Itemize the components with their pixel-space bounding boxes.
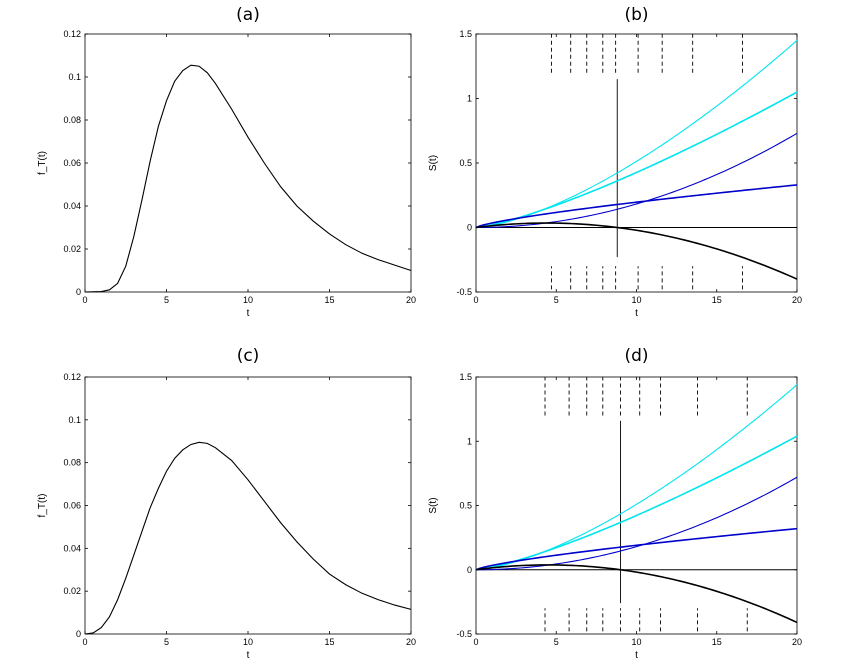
series-density [84, 64, 412, 293]
x-tick-label: 10 [631, 295, 641, 305]
series-blue [475, 476, 798, 571]
series-blue-thick [475, 184, 798, 229]
panel-d: (d)0 5 10 15 20-0.500.511.5tS(t) [428, 346, 802, 661]
x-tick-label: 15 [712, 295, 722, 305]
x-axis-label: t [635, 650, 638, 661]
y-tick-label: 0.08 [63, 115, 81, 125]
x-tick-label: 15 [324, 295, 334, 305]
y-tick-label: 0.04 [63, 543, 81, 553]
y-tick-label: 1.5 [459, 29, 472, 39]
y-tick-label: 0.1 [68, 415, 81, 425]
y-tick-label: 0.5 [459, 158, 472, 168]
y-tick-label: -0.5 [456, 287, 472, 297]
y-axis-label: f_T(t) [37, 494, 48, 518]
y-tick-label: 0.04 [63, 201, 81, 211]
x-tick-label: 10 [243, 295, 253, 305]
y-tick-label: 0.06 [63, 501, 81, 511]
series-cyan [475, 91, 798, 229]
x-tick-label: 10 [631, 637, 641, 647]
y-tick-label: 0.12 [63, 372, 81, 382]
y-tick-label: 1 [467, 94, 472, 104]
x-tick-label: 5 [164, 637, 169, 647]
x-axis-label: t [247, 308, 250, 319]
axes-box [475, 33, 798, 293]
series-black [475, 222, 798, 280]
y-tick-label: 0.12 [63, 29, 81, 39]
series-cyan [475, 435, 798, 571]
series-upper-cyan [475, 40, 798, 229]
x-tick-label: 20 [792, 295, 802, 305]
x-tick-label: 20 [406, 295, 416, 305]
y-tick-label: 0.02 [63, 586, 81, 596]
x-tick-label: 0 [473, 637, 478, 647]
series-upper-cyan [475, 384, 798, 571]
x-tick-label: 5 [164, 295, 169, 305]
series-density [84, 441, 412, 635]
x-tick-label: 15 [324, 637, 334, 647]
series-black [475, 564, 798, 624]
y-tick-label: 0 [467, 223, 472, 233]
y-tick-label: 0.08 [63, 458, 81, 468]
x-tick-label: 20 [792, 637, 802, 647]
panel-title: (d) [624, 346, 648, 366]
y-tick-label: 0 [76, 287, 81, 297]
axes-box [475, 376, 798, 635]
y-axis-label: S(t) [428, 497, 439, 513]
panel-c: (c) 0 5 10 15 20 0 0.02 0.04 0.06 0.08 0.1 0.12 t f_T(… [37, 346, 416, 661]
y-tick-label: 1 [467, 436, 472, 446]
y-tick-label: -0.5 [456, 629, 472, 639]
y-tick-label: 1.5 [459, 372, 472, 382]
x-tick-label: 0 [82, 637, 87, 647]
y-tick-label: 0.02 [63, 244, 81, 254]
x-tick-label: 5 [554, 637, 559, 647]
panel-title: (b) [624, 5, 648, 25]
y-axis-label: S(t) [428, 155, 439, 171]
panel-title: (c) [237, 346, 260, 366]
y-tick-label: 0.06 [63, 158, 81, 168]
x-tick-label: 10 [243, 637, 253, 647]
panel-title: (a) [236, 5, 260, 25]
axes-box [84, 376, 412, 635]
x-axis-label: t [247, 650, 250, 661]
y-tick-label: 0 [76, 629, 81, 639]
series-blue-thick [475, 527, 798, 571]
x-tick-label: 15 [712, 637, 722, 647]
panel-a: (a) 0 5 10 15 20 0 0.02 0.04 0.06 0.08 0.1 0.12 t f_T(… [37, 5, 416, 319]
y-tick-label: 0.1 [68, 72, 81, 82]
y-tick-label: 0 [467, 565, 472, 575]
y-axis-label: f_T(t) [37, 151, 48, 175]
x-tick-label: 5 [554, 295, 559, 305]
x-axis-label: t [635, 308, 638, 319]
series-blue [475, 132, 798, 229]
y-tick-label: 0.5 [459, 501, 472, 511]
x-tick-label: 0 [473, 295, 478, 305]
x-tick-label: 20 [406, 637, 416, 647]
x-tick-label: 0 [82, 295, 87, 305]
panel-b: (b)0 5 10 15 20-0.500.511.5tS(t) [428, 5, 802, 319]
